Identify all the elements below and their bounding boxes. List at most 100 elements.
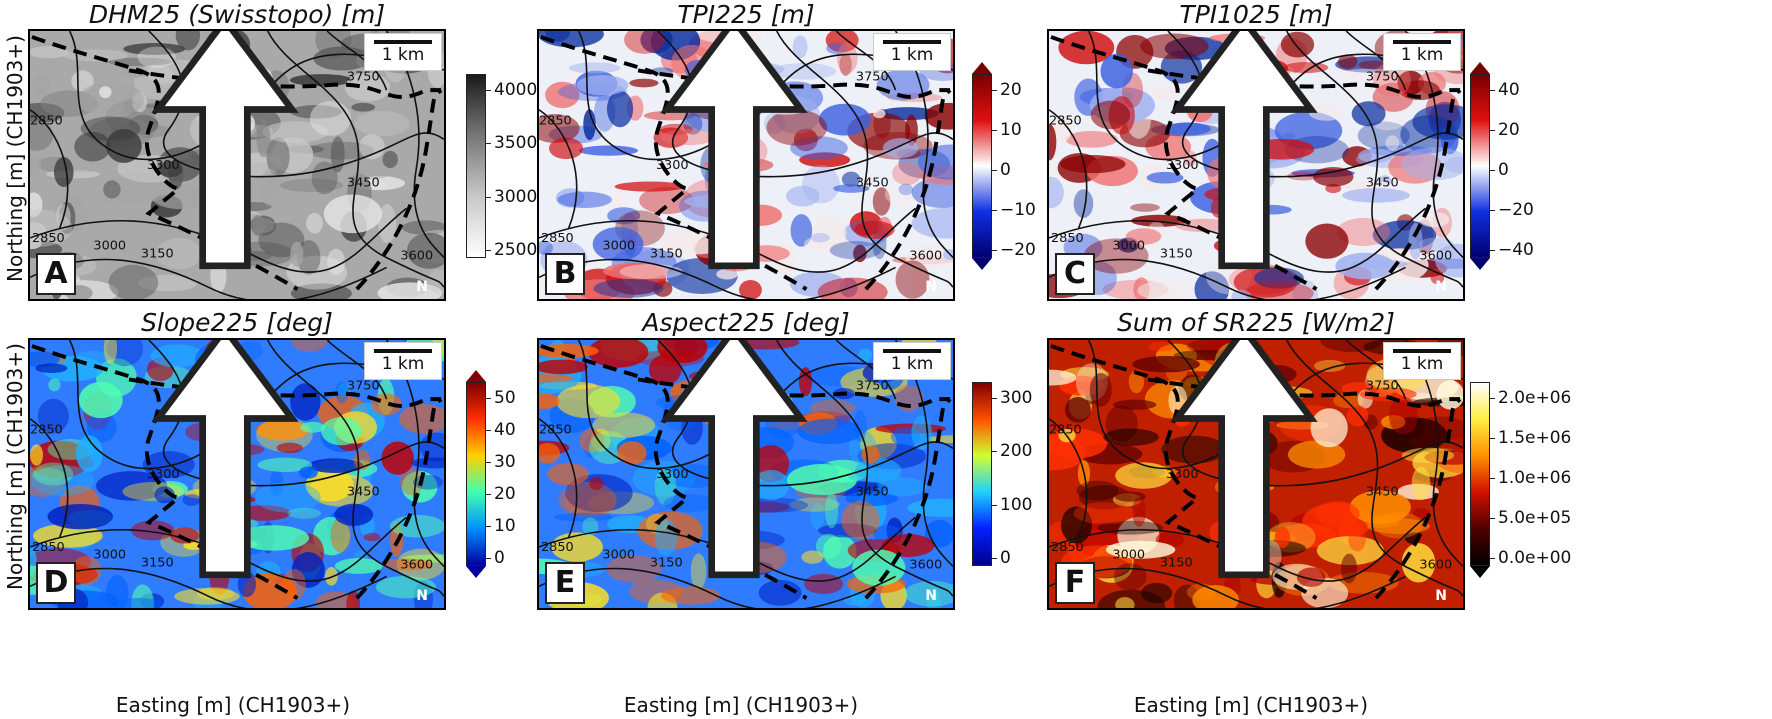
- panel-letter-a: A: [36, 253, 76, 295]
- contour-line: [1049, 516, 1426, 582]
- contour-label: 3000: [1112, 548, 1145, 563]
- colorbar-e: [972, 382, 992, 566]
- contour-label: 3450: [856, 176, 889, 191]
- map-panel-f: 2850300031503300345036003750270028501 km…: [1047, 338, 1465, 610]
- contour-label: 3600: [1419, 558, 1452, 573]
- contour-line: [539, 567, 896, 608]
- contour-label: 2850: [541, 231, 574, 246]
- contour-label: 3450: [347, 176, 380, 191]
- colorbar-tick-label: 10: [992, 120, 1022, 140]
- scale-bar: 1 km: [1383, 342, 1461, 380]
- contour-label: 2850: [539, 423, 572, 438]
- colorbar-tick-label: 1.0e+06: [1489, 468, 1572, 488]
- contour-line: [30, 418, 69, 538]
- scale-bar-line: [374, 349, 432, 353]
- contour-label: 3600: [909, 558, 942, 573]
- contour-label: 3000: [93, 548, 126, 563]
- contour-line: [835, 31, 897, 91]
- panel-letter-c: C: [1055, 253, 1095, 295]
- contour-line: [266, 31, 444, 288]
- contour-line: [266, 340, 444, 597]
- colorbar-tick-label: 20: [992, 80, 1022, 100]
- scale-bar: 1 km: [873, 33, 951, 71]
- colorbar-tick-label: 50: [486, 388, 516, 408]
- panel-title-d: Slope225 [deg]: [141, 308, 333, 337]
- north-label: N: [1435, 279, 1447, 295]
- contour-label: 3000: [1112, 239, 1145, 254]
- north-label: N: [925, 279, 937, 295]
- contour-label: 3600: [400, 558, 433, 573]
- y-axis-label-top: Northing [m] (CH1903+): [3, 35, 27, 282]
- panel-title-e: Aspect225 [deg]: [642, 308, 850, 337]
- north-arrow-icon: [151, 340, 299, 579]
- contour-label: 3150: [1160, 247, 1193, 262]
- x-axis-label-e: Easting [m] (CH1903+): [623, 693, 859, 717]
- north-arrow-icon: [1170, 340, 1318, 579]
- contour-line: [1049, 258, 1406, 299]
- colorbar-extend-bottom: [972, 258, 992, 270]
- contour-label: 3750: [1366, 378, 1399, 393]
- colorbar-extend-top: [466, 370, 486, 382]
- contour-label: 3150: [1160, 556, 1193, 571]
- contour-label: 3450: [347, 485, 380, 500]
- contour-label: 3450: [1366, 176, 1399, 191]
- contour-line: [539, 516, 916, 582]
- scale-bar: 1 km: [873, 342, 951, 380]
- colorbar-tick-label: 200: [991, 441, 1033, 462]
- contour-line: [30, 207, 407, 273]
- colorbar-tick-label: −20: [1490, 200, 1534, 220]
- contour-label: 3150: [141, 556, 174, 571]
- panel-title-b: TPI225 [m]: [677, 0, 815, 29]
- raster-texture: [30, 340, 444, 608]
- contour-label: 3000: [602, 239, 635, 254]
- contour-label: 3750: [347, 378, 380, 393]
- colorbar-d: [466, 382, 486, 566]
- scale-bar-line: [374, 40, 432, 44]
- contour-line: [539, 207, 916, 273]
- contour-label: 2850: [541, 540, 574, 555]
- contour-line: [1285, 340, 1463, 597]
- north-label: N: [416, 279, 428, 295]
- colorbar-tick-label: 0: [486, 548, 505, 568]
- contour-line: [775, 31, 953, 288]
- contour-label: 3150: [650, 247, 683, 262]
- scale-bar-label: 1 km: [1400, 45, 1444, 65]
- contour-label: 2850: [1049, 423, 1082, 438]
- panel-title-c: TPI1025 [m]: [1179, 0, 1333, 29]
- colorbar-b: [972, 74, 992, 258]
- north-arrow-icon: [151, 31, 299, 270]
- contour-line: [30, 516, 407, 582]
- north-arrow-icon: [660, 31, 808, 270]
- scale-bar-label: 1 km: [890, 354, 934, 374]
- north-arrow-icon: [660, 340, 808, 579]
- contour-label: 2850: [32, 540, 65, 555]
- colorbar-tick-label: 5.0e+05: [1489, 508, 1572, 528]
- colorbar-tick-label: 2.0e+06: [1489, 388, 1572, 408]
- contour-line: [1285, 31, 1463, 288]
- contour-label: 3150: [650, 556, 683, 571]
- colorbar-tick-label: 0.0e+00: [1489, 548, 1572, 568]
- colorbar-tick-label: 3500: [485, 133, 538, 154]
- contour-label: 2850: [1049, 114, 1082, 129]
- contour-label: 2850: [539, 114, 572, 129]
- colorbar-tick-label: 3000: [485, 186, 538, 207]
- contour-label: 2850: [30, 423, 63, 438]
- colorbar-tick-label: 0: [992, 160, 1011, 180]
- north-label: N: [925, 588, 937, 604]
- contour-line: [1049, 207, 1426, 273]
- colorbar-tick-label: 20: [486, 484, 516, 504]
- panel-letter-d: D: [36, 562, 76, 604]
- scale-bar-line: [1393, 349, 1451, 353]
- scale-bar-label: 1 km: [1400, 354, 1444, 374]
- north-label: N: [416, 588, 428, 604]
- colorbar-tick-label: 4000: [485, 80, 538, 100]
- scale-bar-line: [883, 349, 941, 353]
- colorbar-tick-label: 1.5e+06: [1489, 428, 1572, 448]
- scale-bar-line: [1393, 40, 1451, 44]
- contour-label: 3750: [347, 69, 380, 84]
- contour-line: [835, 340, 897, 400]
- map-panel-d: 2850300031503300345036003750270028501 km…: [28, 338, 446, 610]
- colorbar-tick-label: 20: [1490, 120, 1520, 140]
- panel-letter-e: E: [545, 562, 585, 604]
- contour-label: 3750: [1366, 69, 1399, 84]
